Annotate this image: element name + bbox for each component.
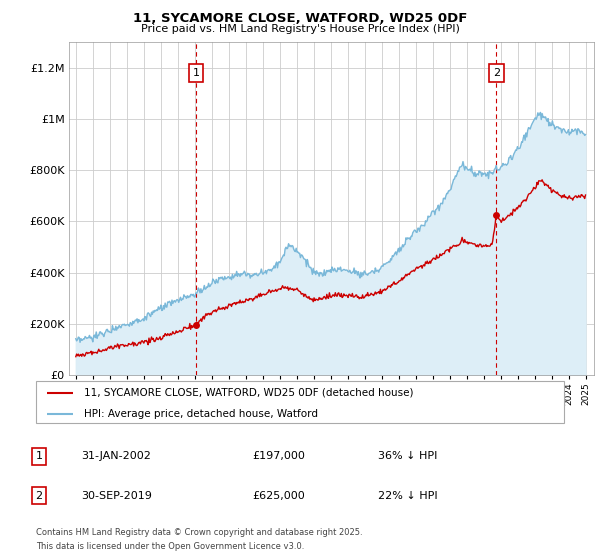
- Text: £197,000: £197,000: [252, 451, 305, 461]
- Text: 2: 2: [493, 68, 500, 78]
- Text: 36% ↓ HPI: 36% ↓ HPI: [378, 451, 437, 461]
- Text: 30-SEP-2019: 30-SEP-2019: [81, 491, 152, 501]
- Point: [191, 320, 201, 329]
- Text: HPI: Average price, detached house, Watford: HPI: Average price, detached house, Watf…: [83, 409, 317, 418]
- Text: This data is licensed under the Open Government Licence v3.0.: This data is licensed under the Open Gov…: [36, 542, 304, 551]
- Text: Contains HM Land Registry data © Crown copyright and database right 2025.: Contains HM Land Registry data © Crown c…: [36, 528, 362, 536]
- Text: 2: 2: [35, 491, 43, 501]
- Text: £625,000: £625,000: [252, 491, 305, 501]
- FancyBboxPatch shape: [36, 381, 564, 423]
- Text: 1: 1: [193, 68, 200, 78]
- Text: 31-JAN-2002: 31-JAN-2002: [81, 451, 151, 461]
- Text: 11, SYCAMORE CLOSE, WATFORD, WD25 0DF (detached house): 11, SYCAMORE CLOSE, WATFORD, WD25 0DF (d…: [83, 388, 413, 398]
- Point: [491, 211, 501, 220]
- Text: 1: 1: [35, 451, 43, 461]
- Text: 11, SYCAMORE CLOSE, WATFORD, WD25 0DF: 11, SYCAMORE CLOSE, WATFORD, WD25 0DF: [133, 12, 467, 25]
- Text: 22% ↓ HPI: 22% ↓ HPI: [378, 491, 437, 501]
- Text: Price paid vs. HM Land Registry's House Price Index (HPI): Price paid vs. HM Land Registry's House …: [140, 24, 460, 34]
